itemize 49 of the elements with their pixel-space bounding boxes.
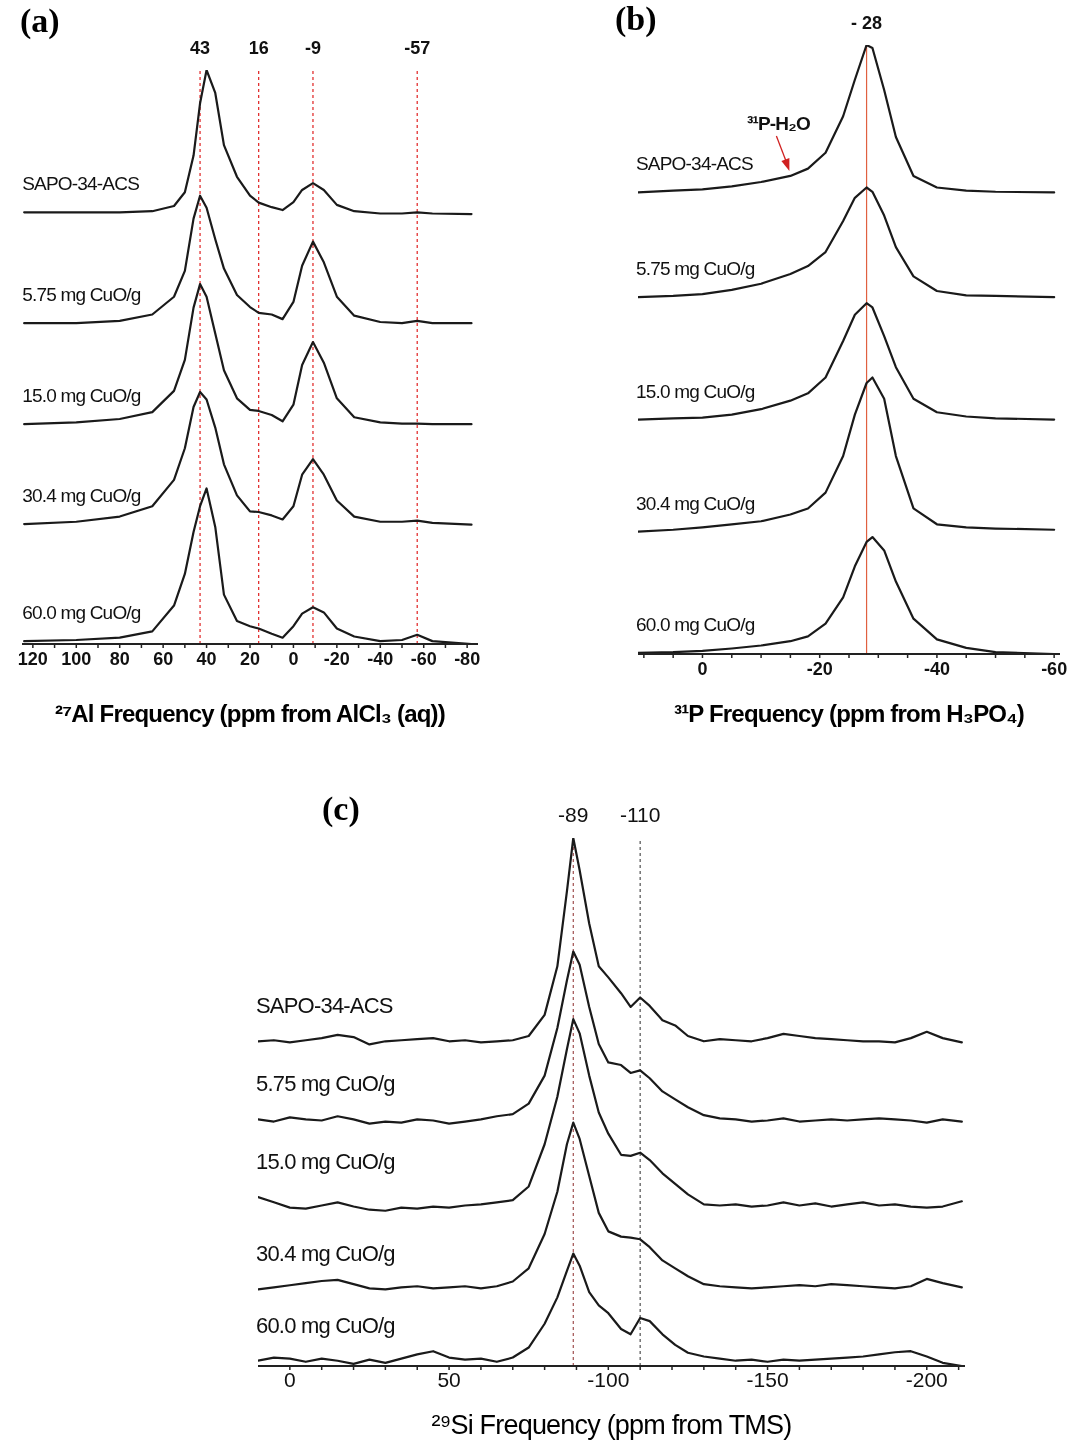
x-tick-label: -80 [454, 649, 481, 669]
x-tick-label: -20 [806, 659, 833, 679]
ref-line-label: -89 [558, 803, 589, 826]
ref-line-label: 16 [248, 38, 269, 58]
x-axis-title: ²⁷Al Frequency (ppm from AlCl₃ (aq)) [54, 700, 446, 728]
ref-line-label: -110 [619, 803, 661, 826]
x-tick-label: -60 [410, 649, 437, 669]
series-label: 60.0 mg CuO/g [22, 602, 141, 624]
series-label: SAPO-34-ACS [22, 173, 140, 195]
series-label: SAPO-34-ACS [256, 993, 393, 1019]
x-axis-title: ³¹P Frequency (ppm from H₃PO₄) [672, 700, 1026, 728]
series-label: 15.0 mg CuO/g [636, 380, 755, 402]
series-label: 30.4 mg CuO/g [22, 485, 141, 507]
series-label: 15.0 mg CuO/g [22, 385, 141, 407]
x-tick-label: -60 [1041, 659, 1068, 679]
x-tick-label: 80 [109, 649, 130, 669]
x-tick-label: -40 [367, 649, 394, 669]
x-tick-label: 100 [61, 649, 92, 669]
chart-title: (c) [322, 790, 360, 828]
series-label: 60.0 mg CuO/g [256, 1312, 395, 1338]
x-tick-label: -20 [323, 649, 350, 669]
series-label: 60.0 mg CuO/g [636, 613, 755, 635]
ref-line-label: 43 [190, 38, 211, 58]
x-tick-label: 40 [196, 649, 217, 669]
series-label: SAPO-34-ACS [636, 153, 753, 175]
chart-title: (b) [615, 0, 657, 38]
chart-title: (a) [20, 2, 60, 40]
ref-line-label: - 28 [851, 13, 883, 33]
x-tick-label: 120 [17, 649, 48, 669]
x-tick-label: 20 [239, 649, 261, 669]
series-label: 5.75 mg CuO/g [22, 284, 141, 306]
x-tick-label: -150 [746, 1368, 789, 1391]
series-label: 30.4 mg CuO/g [256, 1241, 395, 1267]
series-label: 30.4 mg CuO/g [636, 492, 755, 514]
x-tick-label: -200 [905, 1368, 948, 1391]
x-tick-label: 0 [284, 1368, 296, 1391]
x-tick-label: 0 [288, 649, 299, 669]
annotation: ³¹P-H₂O [746, 112, 810, 134]
series-label: 5.75 mg CuO/g [256, 1071, 395, 1097]
x-tick-label: 50 [437, 1368, 461, 1391]
x-axis-title: ²⁹Si Frequency (ppm from TMS) [430, 1410, 793, 1441]
ref-line-label: -9 [304, 38, 321, 58]
x-tick-label: 0 [697, 659, 708, 679]
x-tick-label: 60 [153, 649, 174, 669]
x-tick-label: -40 [923, 659, 950, 679]
series-label: 15.0 mg CuO/g [256, 1149, 395, 1175]
x-tick-label: -100 [587, 1368, 630, 1391]
ref-line-label: -57 [404, 38, 431, 58]
series-label: 5.75 mg CuO/g [636, 258, 755, 280]
